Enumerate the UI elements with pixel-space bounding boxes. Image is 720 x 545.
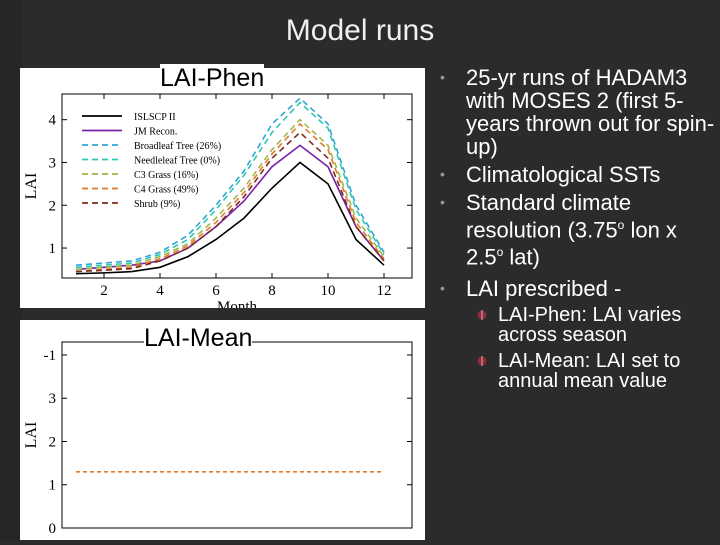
x-axis-label: Month	[217, 299, 258, 308]
series-line-2	[75, 97, 385, 266]
legend-entry: C4 Grass (49%)	[134, 185, 198, 196]
series-line-0	[75, 161, 385, 275]
y-tick-label: 0	[49, 521, 57, 537]
plot-frame	[61, 93, 413, 279]
y-tick-label: 2	[49, 198, 57, 214]
series-line-4	[75, 118, 385, 271]
y-tick-label: -1	[44, 348, 57, 364]
bullet-item: • LAI prescribed -	[440, 275, 622, 301]
x-tick-label: 8	[268, 283, 276, 299]
y-axis-label: LAI	[23, 422, 40, 449]
y-tick-label: 4	[49, 113, 57, 129]
bullet-dot-icon: •	[440, 279, 445, 296]
bullet-dot-icon: •	[440, 166, 445, 182]
bullet-item: • Climatological SSTs	[440, 162, 661, 187]
y-axis-label: LAI	[23, 173, 40, 200]
x-tick-label: 4	[156, 283, 164, 299]
leaf-bullet-icon	[477, 355, 487, 366]
legend-entry: JM Recon.	[134, 127, 177, 138]
x-tick-label: 12	[377, 283, 392, 299]
y-tick-label: 3	[49, 155, 57, 171]
bullet-dot-icon: •	[440, 69, 445, 85]
x-tick-label: 2	[100, 283, 108, 299]
y-tick-label: 1	[49, 478, 57, 494]
x-tick-label: 10	[321, 283, 336, 299]
lai-mean-label: LAI-Mean	[144, 324, 253, 353]
sub-bullet-lai-phen: LAI-Phen: LAI varies across season	[438, 305, 718, 345]
lai-mean-chart-panel: 0 1 2 3 -1 LAI	[20, 320, 425, 540]
lai-phen-label: LAI-Phen	[160, 64, 265, 93]
legend-entry: Broadleaf Tree (26%)	[134, 141, 221, 152]
series-line-5	[75, 122, 385, 273]
lai-mean-chart: 0 1 2 3 -1 LAI	[23, 341, 413, 537]
series-line-3	[75, 101, 385, 269]
plot-frame	[61, 341, 413, 529]
leaf-bullet-icon	[477, 309, 487, 320]
series-line-6	[75, 131, 385, 273]
y-tick-label: 3	[49, 391, 57, 407]
legend-entry: Needleleaf Tree (0%)	[134, 156, 220, 167]
bullet-list: • 25-yr runs of HADAM3 with MOSES 2 (fir…	[438, 66, 718, 391]
legend-entry: C3 Grass (16%)	[134, 170, 198, 181]
y-tick-label: 1	[49, 241, 57, 257]
legend-entry: ISLSCP II	[134, 112, 176, 123]
y-tick-label: 2	[49, 434, 57, 450]
sub-bullet-lai-mean: LAI-Mean: LAI set to annual mean value	[438, 351, 718, 391]
bullet-item: • 25-yr runs of HADAM3 with MOSES 2 (fir…	[440, 65, 715, 159]
bullet-item: • Standard climate resolution (3.75o lon…	[440, 190, 677, 270]
lai-phen-chart-panel: 1 2 3 4 2 4 6 8 10 12 LAI Month ISLSCP II JM Recon. Br…	[20, 68, 425, 315]
decorative-leaf-strip	[0, 0, 22, 540]
x-tick-label: 6	[212, 283, 220, 299]
slide-title: Model runs	[285, 14, 435, 47]
bullet-dot-icon: •	[440, 194, 445, 210]
legend-entry: Shrub (9%)	[134, 199, 180, 210]
